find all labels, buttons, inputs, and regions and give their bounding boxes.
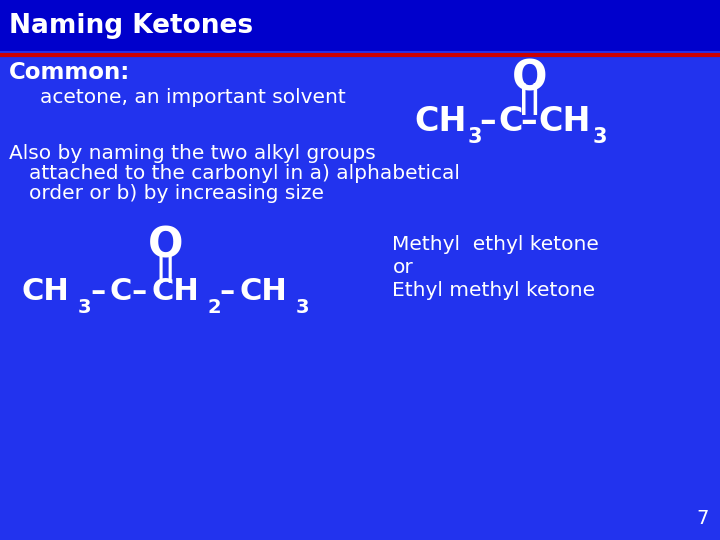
Text: CH: CH bbox=[539, 105, 591, 138]
Text: 7: 7 bbox=[697, 509, 709, 528]
Text: Also by naming the two alkyl groups: Also by naming the two alkyl groups bbox=[9, 144, 376, 164]
Text: Ethyl methyl ketone: Ethyl methyl ketone bbox=[392, 281, 595, 300]
Text: Methyl  ethyl ketone: Methyl ethyl ketone bbox=[392, 234, 599, 254]
Text: Common:: Common: bbox=[9, 62, 130, 84]
Text: O: O bbox=[511, 57, 547, 99]
Text: Naming Ketones: Naming Ketones bbox=[9, 12, 253, 39]
Text: 3: 3 bbox=[296, 298, 310, 318]
FancyBboxPatch shape bbox=[0, 0, 720, 51]
Text: ||: || bbox=[518, 83, 541, 115]
Text: C: C bbox=[498, 105, 523, 138]
Text: –: – bbox=[131, 277, 146, 306]
Text: CH: CH bbox=[240, 277, 287, 306]
Text: acetone, an important solvent: acetone, an important solvent bbox=[40, 87, 346, 107]
Text: O: O bbox=[148, 225, 184, 267]
Text: or: or bbox=[392, 258, 413, 277]
Text: CH: CH bbox=[414, 105, 467, 138]
Text: ||: || bbox=[156, 254, 176, 284]
Text: order or b) by increasing size: order or b) by increasing size bbox=[29, 184, 324, 204]
Text: 3: 3 bbox=[468, 126, 482, 147]
Text: 3: 3 bbox=[78, 298, 91, 318]
Text: 3: 3 bbox=[593, 126, 607, 147]
Text: –: – bbox=[520, 105, 536, 138]
Text: –: – bbox=[220, 277, 235, 306]
Text: CH: CH bbox=[151, 277, 199, 306]
Text: –: – bbox=[479, 105, 495, 138]
Text: attached to the carbonyl in a) alphabetical: attached to the carbonyl in a) alphabeti… bbox=[29, 164, 459, 184]
Text: C: C bbox=[109, 277, 132, 306]
Text: 2: 2 bbox=[207, 298, 221, 318]
Text: –: – bbox=[90, 277, 105, 306]
Text: CH: CH bbox=[22, 277, 69, 306]
